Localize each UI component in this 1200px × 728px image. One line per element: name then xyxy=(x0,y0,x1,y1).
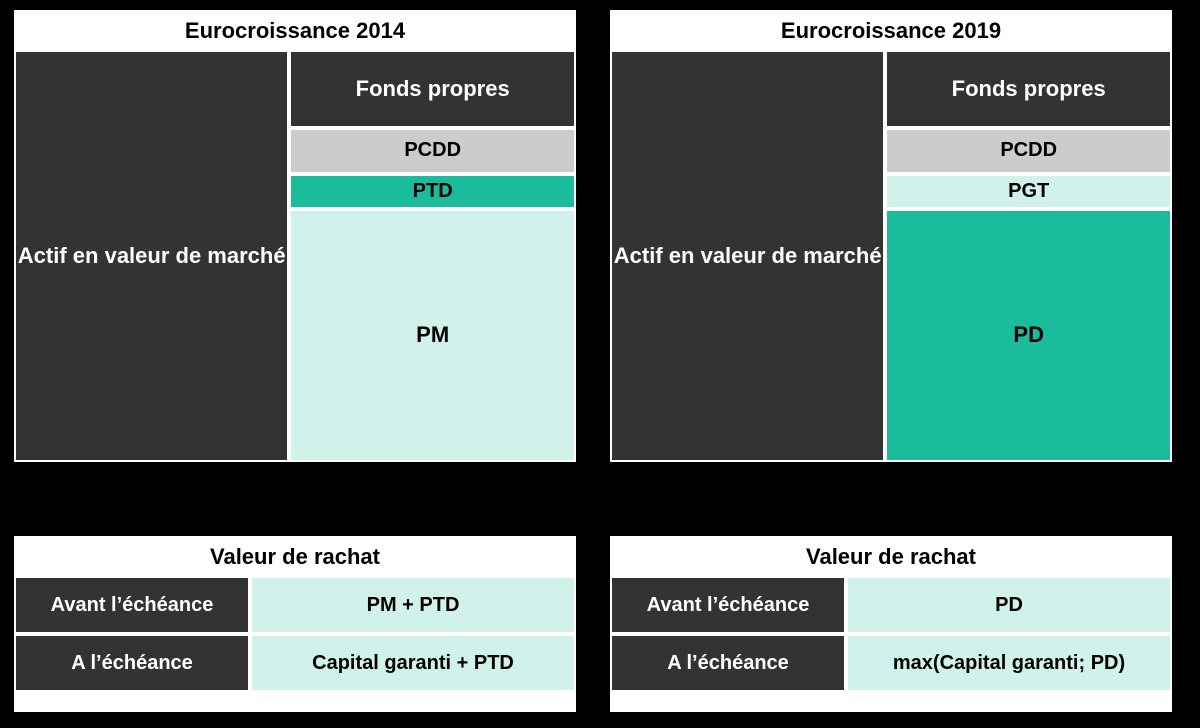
rachat-2014-title: Valeur de rachat xyxy=(14,536,576,576)
pm-2014: PM xyxy=(289,209,576,462)
canvas: Eurocroissance 2014 Actif en valeur de m… xyxy=(0,0,1200,728)
rachat-2014-row1-label: A l’échéance xyxy=(14,634,250,692)
table-row: A l’échéance max(Capital garanti; PD) xyxy=(610,634,1172,692)
panel-2019-right-col: Fonds propres PCDD PGT PD xyxy=(885,50,1172,462)
rachat-2014-row0-label: Avant l’échéance xyxy=(14,576,250,634)
pcdd-2014: PCDD xyxy=(289,128,576,173)
rachat-2019-row0-label: Avant l’échéance xyxy=(610,576,846,634)
panel-2014-left-col: Actif en valeur de marché xyxy=(14,50,289,462)
actif-label-2014: Actif en valeur de marché xyxy=(14,50,289,462)
rachat-2019-row1-value: max(Capital garanti; PD) xyxy=(846,634,1172,692)
rachat-2019-title: Valeur de rachat xyxy=(610,536,1172,576)
panel-euro-2014: Eurocroissance 2014 Actif en valeur de m… xyxy=(12,8,578,464)
panel-2014-body: Actif en valeur de marché Fonds propres … xyxy=(14,50,576,462)
rachat-2014-row0-value: PM + PTD xyxy=(250,576,576,634)
panel-rachat-2019: Valeur de rachat Avant l’échéance PD A l… xyxy=(608,534,1174,714)
panel-2019-body: Actif en valeur de marché Fonds propres … xyxy=(610,50,1172,462)
panel-2014-right-col: Fonds propres PCDD PTD PM xyxy=(289,50,576,462)
table-row: Avant l’échéance PD xyxy=(610,576,1172,634)
panel-euro-2019: Eurocroissance 2019 Actif en valeur de m… xyxy=(608,8,1174,464)
panel-2019-title: Eurocroissance 2019 xyxy=(610,10,1172,50)
fonds-propres-2014: Fonds propres xyxy=(289,50,576,128)
pgt-2019: PGT xyxy=(885,174,1172,209)
ptd-2014: PTD xyxy=(289,174,576,209)
rachat-2019-row1-label: A l’échéance xyxy=(610,634,846,692)
fonds-propres-2019: Fonds propres xyxy=(885,50,1172,128)
rachat-2019-body: Avant l’échéance PD A l’échéance max(Cap… xyxy=(610,576,1172,692)
pd-2019: PD xyxy=(885,209,1172,462)
rachat-2019-row0-value: PD xyxy=(846,576,1172,634)
table-row: A l’échéance Capital garanti + PTD xyxy=(14,634,576,692)
rachat-2014-row1-value: Capital garanti + PTD xyxy=(250,634,576,692)
panel-2014-title: Eurocroissance 2014 xyxy=(14,10,576,50)
rachat-2014-body: Avant l’échéance PM + PTD A l’échéance C… xyxy=(14,576,576,692)
panel-2019-left-col: Actif en valeur de marché xyxy=(610,50,885,462)
actif-label-2019: Actif en valeur de marché xyxy=(610,50,885,462)
table-row: Avant l’échéance PM + PTD xyxy=(14,576,576,634)
pcdd-2019: PCDD xyxy=(885,128,1172,173)
panel-rachat-2014: Valeur de rachat Avant l’échéance PM + P… xyxy=(12,534,578,714)
